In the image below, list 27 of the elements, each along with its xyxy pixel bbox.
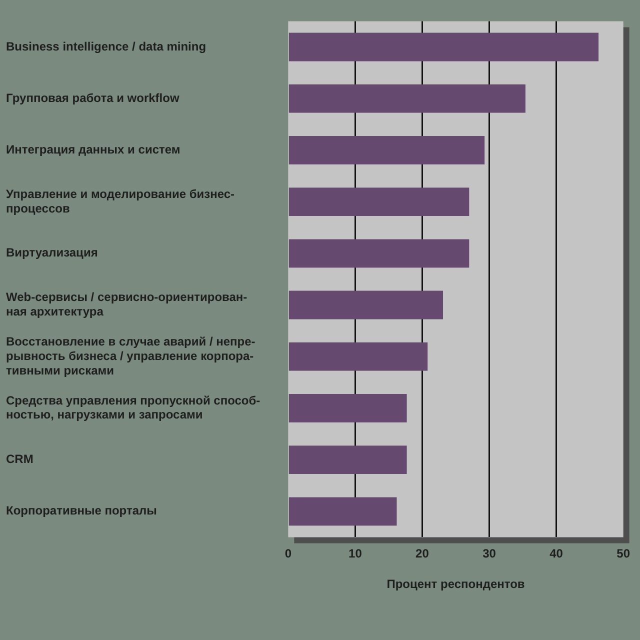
y-tick-label: CRM bbox=[6, 452, 34, 466]
y-tick-label: Web-сервисы / сервисно-ориентирован- ная архитектура bbox=[6, 290, 248, 319]
bar bbox=[288, 342, 428, 371]
x-tick-label: 40 bbox=[550, 546, 564, 561]
bar bbox=[288, 239, 470, 268]
bar bbox=[288, 394, 407, 422]
y-tick-label: Интеграция данных и систем bbox=[6, 142, 180, 157]
y-tick-label: Business intelligence / data mining bbox=[6, 39, 206, 54]
bar bbox=[288, 290, 444, 320]
x-tick-label: 0 bbox=[284, 546, 292, 561]
y-tick-label: Виртуализация bbox=[6, 246, 98, 260]
y-tick-label: Групповая работа и workflow bbox=[6, 90, 180, 105]
bar bbox=[288, 32, 599, 62]
x-tick-label: 10 bbox=[348, 546, 362, 561]
x-tick-label: 20 bbox=[416, 546, 430, 561]
bar bbox=[288, 136, 485, 164]
y-tick-label: Корпоративные порталы bbox=[6, 504, 157, 518]
bar bbox=[288, 446, 407, 474]
y-tick-label: Управление и моделирование бизнес- процессов bbox=[6, 186, 235, 216]
x-tick-label: 30 bbox=[482, 546, 496, 561]
x-axis-title: Процент респондентов bbox=[386, 577, 525, 592]
bar bbox=[288, 188, 470, 216]
x-tick-label: 50 bbox=[616, 546, 630, 561]
bar bbox=[288, 497, 397, 526]
y-tick-label: Восстановление в случае аварий / непре- рывность бизнеса / управление корпора- тивными рисками bbox=[6, 334, 256, 378]
y-tick-label: Средства управления пропускной способ- ностью, нагрузками и запросами bbox=[6, 393, 260, 422]
bar bbox=[288, 84, 526, 113]
